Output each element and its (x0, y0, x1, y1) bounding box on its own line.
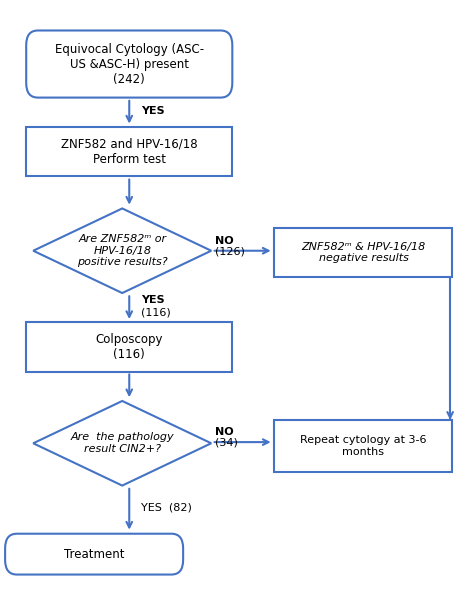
Text: (116): (116) (141, 307, 171, 317)
FancyBboxPatch shape (5, 534, 183, 574)
Polygon shape (33, 401, 211, 485)
Text: NO: NO (215, 427, 233, 437)
Text: NO: NO (215, 236, 233, 246)
Text: YES: YES (141, 294, 164, 305)
Text: ZNF582 and HPV-16/18
Perform test: ZNF582 and HPV-16/18 Perform test (61, 138, 198, 166)
FancyBboxPatch shape (274, 420, 453, 472)
Text: Are ZNF582ᵐ or
HPV-16/18
positive results?: Are ZNF582ᵐ or HPV-16/18 positive result… (77, 234, 167, 267)
FancyBboxPatch shape (26, 31, 232, 98)
Text: Colposcopy
(116): Colposcopy (116) (95, 333, 163, 361)
Text: ZNF582ᵐ & HPV-16/18
negative results: ZNF582ᵐ & HPV-16/18 negative results (301, 241, 426, 263)
Text: Treatment: Treatment (64, 548, 124, 561)
Text: (126): (126) (215, 246, 245, 256)
Text: YES  (82): YES (82) (141, 502, 192, 512)
Text: Equivocal Cytology (ASC-
US &ASC-H) present
(242): Equivocal Cytology (ASC- US &ASC-H) pres… (55, 42, 204, 85)
FancyBboxPatch shape (26, 322, 232, 372)
FancyBboxPatch shape (274, 228, 453, 277)
Text: (34): (34) (215, 438, 237, 448)
Text: YES: YES (141, 106, 164, 116)
FancyBboxPatch shape (26, 127, 232, 176)
Text: Repeat cytology at 3-6
months: Repeat cytology at 3-6 months (300, 435, 427, 457)
Polygon shape (33, 209, 211, 293)
Text: Are  the pathology
result CIN2+?: Are the pathology result CIN2+? (71, 432, 174, 454)
